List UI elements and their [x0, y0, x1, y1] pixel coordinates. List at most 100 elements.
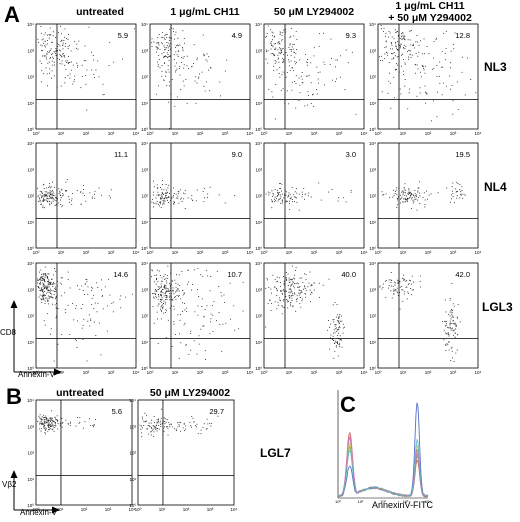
plot-lgl3-4-point [454, 328, 456, 330]
plot-nl3-4-point [439, 83, 441, 85]
plot-lgl3-2-point [163, 287, 165, 288]
plot-nl3-3-point [289, 43, 291, 45]
plot-lgl7-2-xtick: 10³ [207, 507, 214, 512]
plot-nl4-3-point [296, 201, 298, 203]
plot-nl3-1-point [59, 59, 60, 60]
plot-nl4-2-point [234, 195, 236, 197]
plot-nl3-2-point [195, 102, 197, 104]
plot-lgl3-3-point [291, 299, 293, 301]
plot-lgl7-1-point [48, 426, 50, 428]
plot-lgl3-3-point [333, 357, 335, 359]
plot-lgl3-2-point [169, 286, 171, 288]
plot-nl4-2-point [180, 189, 181, 191]
plot-nl3-1-point [103, 93, 105, 95]
plot-nl3-1-point [61, 60, 63, 62]
plot-lgl3-4-point [448, 349, 450, 351]
plot-nl3-3-point [274, 43, 276, 45]
plot-lgl3-3-point [299, 293, 301, 295]
plot-nl3-3-point [285, 28, 287, 30]
plot-nl3-4-point [396, 64, 398, 66]
plot-lgl3-2-point [153, 297, 155, 299]
plot-nl3-2-point [183, 67, 185, 69]
plot-lgl3-4-point [391, 297, 393, 299]
plot-lgl7-2-point [162, 422, 164, 424]
plot-nl3-2-point [153, 41, 155, 43]
plot-lgl3-3-point [342, 327, 344, 329]
plot-lgl3-1-point [65, 312, 67, 314]
plot-nl3-3-point [286, 72, 288, 74]
plot-lgl3-1-point [39, 279, 41, 281]
plot-lgl3-3-point [270, 310, 272, 311]
plot-nl4-4-point [411, 207, 412, 209]
plot-lgl7-2-xtick: 10⁴ [231, 507, 238, 512]
plot-nl3-2-point [168, 81, 170, 83]
plot-lgl3-3-point [288, 295, 290, 297]
plot-nl4-2-point [160, 201, 162, 203]
plot-nl3-4-point [440, 66, 442, 68]
plot-nl4-4-point [403, 198, 405, 200]
plot-nl3-4-point [404, 35, 406, 37]
plot-nl3-1-point [76, 62, 78, 64]
plot-lgl3-2-point [209, 290, 211, 292]
plot-lgl7-2-point [163, 417, 165, 419]
plot-lgl3-1-point [41, 299, 42, 301]
plot-nl4-4-point [403, 187, 405, 189]
plot-lgl3-3-point [300, 306, 302, 308]
plot-lgl3-1-point [119, 298, 121, 300]
plot-nl3-3-point [271, 31, 273, 33]
plot-nl3-1-point [58, 44, 60, 46]
plot-lgl3-2-point [210, 313, 212, 315]
plot-lgl3-1-point [41, 276, 43, 278]
plot-lgl3-3-point [293, 287, 295, 289]
plot-lgl7-2-point [179, 422, 181, 424]
plot-lgl3-4-point [385, 279, 387, 281]
plot-nl4-3-point [292, 201, 293, 203]
plot-nl3-4-point [397, 35, 399, 36]
plot-nl3-3-point [279, 76, 281, 78]
plot-nl3-4-point [396, 69, 397, 71]
plot-nl4-4-point [412, 202, 414, 204]
plot-lgl3-2-ytick: 10⁰ [141, 366, 148, 371]
plot-lgl3-4-point [393, 288, 395, 290]
plot-lgl7-2-point [191, 426, 193, 428]
plot-lgl3-3-point [288, 295, 290, 297]
plot-nl4-3-point [350, 189, 352, 191]
plot-lgl3-4-point [454, 323, 456, 325]
plot-nl3-3-point [283, 60, 284, 62]
plot-lgl7-1-point [51, 410, 53, 412]
plot-nl4-2-point [180, 197, 182, 199]
plot-lgl3-4-point [402, 301, 404, 303]
plot-lgl3-3-point [291, 283, 293, 285]
plot-lgl3-2-point [166, 275, 168, 277]
plot-lgl3-2-point [185, 343, 187, 345]
plot-lgl3-4-point [402, 278, 404, 280]
plot-nl3-3-point [294, 60, 296, 62]
plot-lgl3-1-point [87, 320, 89, 322]
plot-nl3-2-point [157, 64, 159, 66]
plot-lgl3-3-point [289, 288, 291, 290]
plot-nl3-4-point [384, 57, 386, 59]
plot-lgl3-2-point [163, 312, 165, 314]
plot-lgl3-3-point [338, 327, 340, 329]
plot-nl4-4-point [407, 193, 409, 195]
plot-nl3-1-point [45, 58, 47, 60]
plot-nl3-3-point [287, 54, 288, 56]
plot-nl3-4-point [387, 92, 389, 94]
plot-lgl3-2-point [164, 278, 166, 280]
plot-lgl7-1-point [59, 422, 61, 424]
plot-nl4-2-point [160, 197, 161, 199]
plot-lgl7-2-point [183, 422, 185, 424]
plot-nl3-3-point [284, 72, 286, 74]
plot-lgl3-2-point [160, 306, 162, 308]
plot-nl3-3-point [340, 55, 342, 57]
plot-nl3-2-point [179, 44, 181, 46]
plot-nl3-2-point [169, 49, 171, 51]
plot-nl3-1-point [52, 64, 54, 66]
plot-nl4-4-point [397, 196, 399, 198]
plot-nl3-4-point [400, 46, 401, 48]
plot-nl3-2-point [163, 45, 165, 47]
x-axis-label-annexin-fitc: AnnexinV-FITC [372, 500, 434, 510]
plot-lgl3-3-point [288, 282, 290, 284]
plot-nl4-1-point [59, 199, 61, 201]
plot-nl4-4-point [419, 195, 421, 197]
